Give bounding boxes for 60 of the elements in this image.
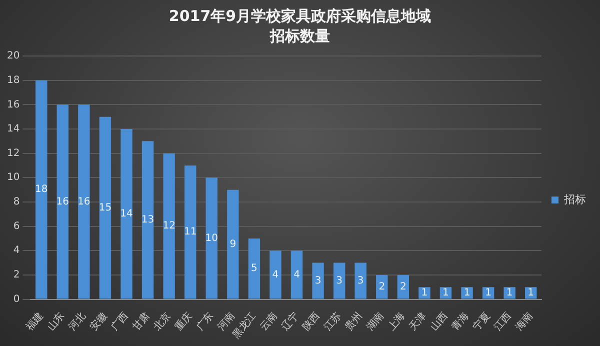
- y-tick-label: 8: [13, 196, 20, 208]
- x-tick-label: 河北: [66, 310, 88, 334]
- data-label: 14: [120, 208, 133, 220]
- x-tick-label: 辽宁: [278, 310, 302, 334]
- y-tick-label: 2: [13, 270, 20, 281]
- data-label: 1: [421, 288, 428, 299]
- x-tick-label: 山西: [428, 310, 450, 334]
- x-tick-label: 湖南: [364, 310, 386, 334]
- legend-label: 招标: [563, 192, 586, 206]
- data-label: 1: [464, 288, 470, 299]
- data-label: 3: [336, 275, 343, 286]
- y-tick-label: 14: [6, 124, 20, 135]
- y-tick-label: 16: [6, 99, 20, 110]
- y-tick-label: 18: [6, 74, 20, 86]
- x-tick-label: 云南: [258, 310, 280, 334]
- y-tick-label: 6: [13, 220, 20, 232]
- x-tick-label: 陕西: [300, 310, 322, 334]
- data-label: 11: [184, 226, 197, 238]
- data-label: 2: [378, 281, 386, 292]
- data-label: 18: [35, 184, 48, 196]
- data-label: 3: [314, 275, 322, 286]
- y-tick-label: 10: [6, 172, 20, 184]
- data-label: 1: [506, 288, 513, 299]
- x-tick-label: 江西: [492, 310, 514, 334]
- x-tick-label: 广东: [194, 310, 216, 334]
- x-tick-label: 贵州: [342, 310, 365, 334]
- y-tick-label: 0: [13, 294, 20, 305]
- data-label: 15: [98, 202, 112, 214]
- x-tick-label: 福建: [24, 310, 46, 334]
- x-tick-label: 天津: [406, 310, 429, 334]
- data-label: 13: [141, 214, 154, 226]
- data-label: 16: [78, 196, 90, 208]
- data-label: 1: [442, 288, 449, 299]
- y-tick-label: 20: [6, 50, 20, 62]
- data-label: 4: [294, 269, 300, 280]
- data-label: 2: [400, 281, 406, 292]
- x-tick-label: 江苏: [322, 310, 344, 334]
- data-label: 16: [56, 196, 70, 208]
- data-label: 10: [205, 232, 218, 244]
- x-tick-label: 上海: [385, 310, 408, 334]
- x-tick-label: 广西: [108, 310, 131, 334]
- data-label: 4: [272, 269, 279, 280]
- data-label: 3: [357, 275, 364, 286]
- x-tick-label: 北京: [151, 310, 174, 334]
- x-tick-label: 山东: [44, 310, 67, 334]
- y-tick-label: 4: [13, 245, 20, 256]
- x-tick-label: 安徽: [87, 310, 110, 334]
- x-tick-label: 海南: [513, 310, 536, 334]
- data-label: 1: [528, 288, 534, 299]
- data-label: 9: [230, 238, 236, 250]
- data-label: 12: [162, 220, 176, 232]
- text: 招标数量: [270, 27, 330, 45]
- y-tick-label: 12: [6, 148, 20, 159]
- text: 2017年9月学校家具政府采购信息地域: [168, 7, 432, 25]
- x-tick-label: 甘肃: [130, 310, 152, 334]
- data-label: 5: [251, 263, 258, 274]
- data-label: 1: [485, 288, 492, 299]
- x-tick-label: 宁夏: [470, 310, 493, 334]
- x-tick-label: 青海: [449, 310, 472, 334]
- x-tick-label: 重庆: [172, 310, 195, 334]
